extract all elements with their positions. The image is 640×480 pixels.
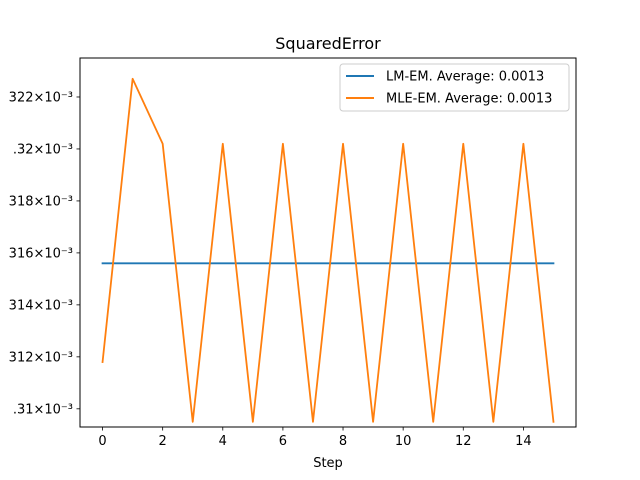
x-tick-label: 10 (395, 434, 412, 449)
y-tick-label: 322×10⁻³ (9, 90, 73, 105)
x-tick-label: 8 (339, 434, 347, 449)
legend-box (339, 63, 570, 112)
y-axis-ticks: .31×10⁻³ 312×10⁻³ 314×10⁻³ 316×10⁻³ 318×10⁻³… (9, 90, 80, 417)
y-tick-label: 314×10⁻³ (9, 298, 73, 313)
legend-label-mle-em: MLE-EM. Average: 0.0013 (386, 92, 552, 107)
chart-title: SquaredError (275, 34, 381, 53)
plot-lines (101, 77, 555, 423)
x-tick-label: 14 (515, 434, 532, 449)
legend: LM-EM. Average: 0.0013 MLE-EM. Average: … (339, 63, 570, 112)
y-tick-label: 312×10⁻³ (9, 350, 73, 365)
x-axis-ticks: 0 2 4 6 8 10 12 14 (98, 427, 532, 449)
x-tick-label: 0 (98, 434, 106, 449)
y-tick-label: .32×10⁻³ (13, 142, 73, 157)
x-tick-label: 2 (159, 434, 167, 449)
x-tick-label: 12 (455, 434, 472, 449)
legend-label-lm-em: LM-EM. Average: 0.0013 (386, 70, 544, 85)
y-tick-label: .31×10⁻³ (13, 402, 73, 417)
y-tick-label: 318×10⁻³ (9, 194, 73, 209)
y-tick-label: 316×10⁻³ (9, 246, 73, 261)
series-line-mle-em (101, 77, 555, 423)
x-axis-label: Step (313, 456, 343, 471)
x-tick-label: 4 (219, 434, 227, 449)
plot-frame (79, 57, 577, 428)
x-tick-label: 6 (279, 434, 287, 449)
